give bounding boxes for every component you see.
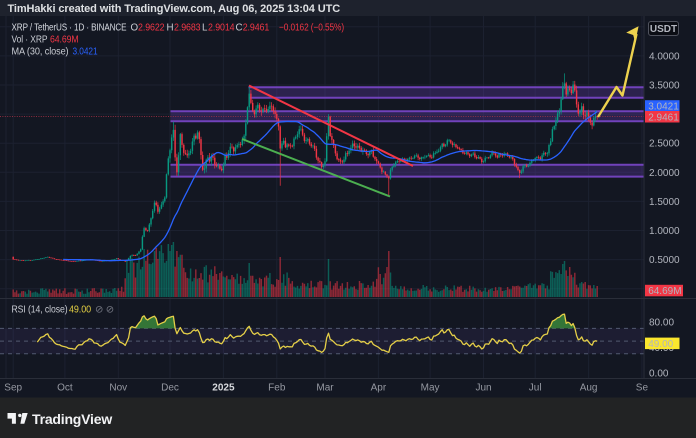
svg-text:C: C: [236, 23, 243, 34]
svg-text:49.00: 49.00: [648, 339, 673, 350]
svg-text:Oct: Oct: [57, 383, 73, 394]
svg-text:1.0000: 1.0000: [649, 226, 680, 237]
svg-text:49.00: 49.00: [69, 305, 92, 316]
svg-text:Aug: Aug: [580, 383, 598, 394]
svg-text:80.00: 80.00: [649, 318, 674, 329]
svg-text:64.69M: 64.69M: [50, 35, 79, 46]
svg-text:3.0421: 3.0421: [648, 102, 679, 113]
svg-text:Mar: Mar: [316, 383, 334, 394]
svg-text:Jun: Jun: [475, 383, 491, 394]
svg-text:Nov: Nov: [109, 383, 127, 394]
svg-text:3.5000: 3.5000: [649, 81, 680, 92]
svg-text:2.9461: 2.9461: [648, 112, 679, 123]
svg-text:Jul: Jul: [529, 383, 542, 394]
svg-text:Feb: Feb: [268, 383, 286, 394]
svg-text:1.5000: 1.5000: [649, 197, 680, 208]
svg-text:⊘ ⊘: ⊘ ⊘: [95, 305, 114, 316]
svg-text:0.00: 0.00: [649, 369, 669, 380]
svg-text:0.5000: 0.5000: [649, 255, 680, 266]
svg-text:MA (30, close): MA (30, close): [12, 47, 69, 58]
svg-text:USDT: USDT: [650, 24, 677, 35]
svg-text:O: O: [131, 23, 139, 34]
svg-text:TradingView: TradingView: [32, 411, 112, 427]
svg-text:2.5000: 2.5000: [649, 139, 680, 150]
svg-text:Sep: Sep: [4, 383, 22, 394]
svg-text:2.0000: 2.0000: [649, 168, 680, 179]
svg-text:Vol · XRP: Vol · XRP: [12, 35, 48, 46]
svg-text:2.9014: 2.9014: [208, 23, 235, 34]
svg-text:Se: Se: [636, 383, 649, 394]
svg-text:Dec: Dec: [161, 383, 179, 394]
svg-text:H: H: [167, 23, 174, 34]
svg-text:−0.0162 (−0.55%): −0.0162 (−0.55%): [279, 23, 344, 34]
svg-text:May: May: [421, 383, 440, 394]
svg-text:TimHakki created with TradingV: TimHakki created with TradingView.com, A…: [8, 3, 341, 15]
svg-text:4.0000: 4.0000: [649, 51, 680, 62]
svg-text:2.9622: 2.9622: [138, 23, 165, 34]
svg-text:L: L: [202, 23, 208, 34]
svg-text:2025: 2025: [212, 383, 235, 394]
svg-text:3.0421: 3.0421: [73, 47, 98, 58]
svg-text:64.69M: 64.69M: [648, 286, 681, 297]
svg-text:2.9683: 2.9683: [174, 23, 201, 34]
svg-text:RSI (14, close): RSI (14, close): [12, 305, 68, 316]
svg-text:XRP / TetherUS · 1D · BINANCE: XRP / TetherUS · 1D · BINANCE: [12, 23, 127, 34]
svg-text:Apr: Apr: [371, 383, 387, 394]
svg-text:2.9461: 2.9461: [243, 23, 270, 34]
